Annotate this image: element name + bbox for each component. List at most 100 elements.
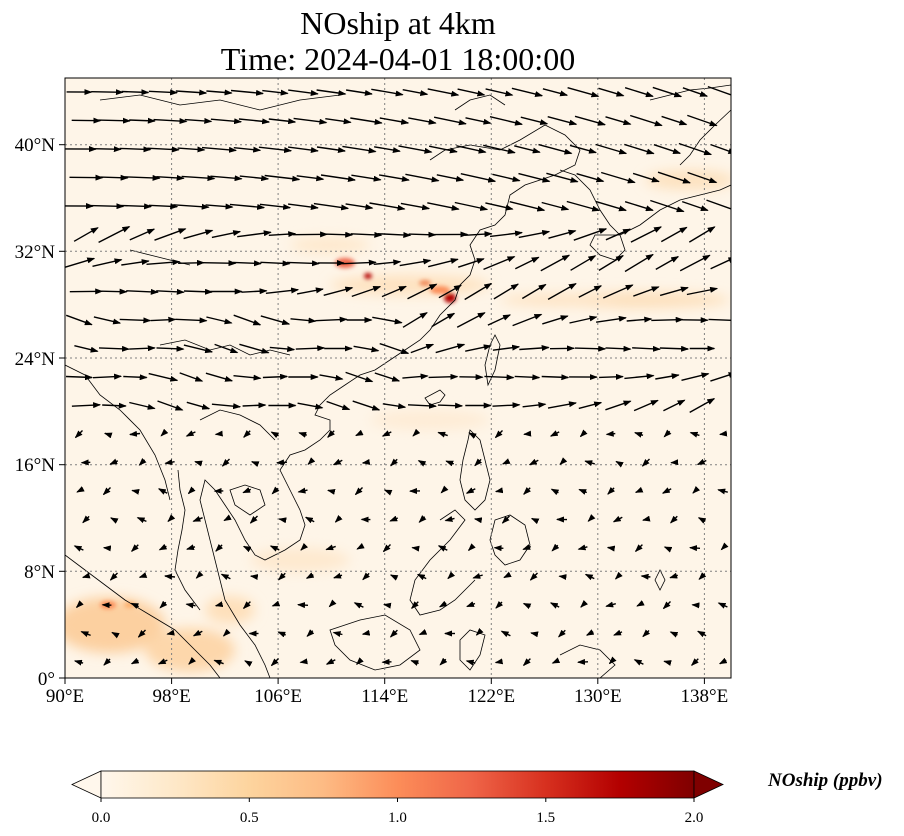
wind-arrow <box>634 544 643 553</box>
wind-arrow <box>249 574 259 580</box>
wind-arrow <box>278 517 287 524</box>
wind-arrow <box>288 146 319 153</box>
wind-arrow <box>634 432 644 438</box>
lat-tick-label: 16°N <box>15 455 56 476</box>
wind-arrow <box>678 142 713 156</box>
wind-arrow <box>130 602 139 609</box>
wind-arrow <box>131 488 140 495</box>
wind-arrow <box>466 601 476 608</box>
wind-arrow <box>655 255 680 271</box>
wind-arrow <box>418 515 427 523</box>
lon-tick-label: 138°E <box>681 686 729 707</box>
wind-arrow <box>607 487 615 495</box>
wind-arrow <box>351 174 382 182</box>
wind-arrow <box>437 545 448 552</box>
wind-arrow <box>332 458 343 466</box>
wind-arrow <box>213 659 224 666</box>
wind-arrow <box>223 514 232 522</box>
wind-arrow <box>512 313 543 327</box>
wind-arrow <box>332 631 343 637</box>
wind-arrow <box>146 259 181 266</box>
wind-arrow <box>202 260 237 267</box>
wind-arrow <box>307 457 316 466</box>
wind-arrow <box>103 657 112 666</box>
wind-arrow <box>410 343 435 354</box>
wind-arrow <box>109 458 119 465</box>
wind-arrow <box>642 629 651 638</box>
wind-arrow <box>356 542 365 550</box>
wind-arrow <box>290 317 317 324</box>
wind-arrow <box>641 458 650 467</box>
wind-arrow <box>210 175 243 182</box>
wind-arrow <box>681 200 709 212</box>
wind-arrow <box>629 114 663 127</box>
wind-arrow <box>160 428 169 437</box>
colorbar-tick-label: 1.0 <box>388 810 407 826</box>
wind-arrow <box>551 657 561 664</box>
wind-arrow <box>157 658 168 665</box>
wind-arrow <box>519 344 550 351</box>
wind-arrow <box>523 487 531 495</box>
wind-arrow <box>354 487 363 496</box>
wind-arrow <box>327 430 335 438</box>
wind-arrow <box>181 175 216 182</box>
wind-arrow <box>323 231 354 238</box>
wind-arrow <box>173 203 210 210</box>
wind-arrow <box>265 287 300 294</box>
wind-arrow <box>447 571 456 580</box>
wind-arrow <box>315 316 348 323</box>
wind-arrow <box>710 143 731 154</box>
wind-arrow <box>467 543 476 552</box>
wind-arrow <box>241 288 268 295</box>
wind-arrow <box>408 117 437 125</box>
wind-arrow <box>164 459 175 466</box>
wind-arrow <box>433 116 467 126</box>
wind-arrow <box>93 316 122 325</box>
wind-arrow <box>530 517 540 525</box>
wind-arrow <box>183 229 214 240</box>
wind-arrow <box>186 544 196 551</box>
wind-arrow <box>389 629 398 638</box>
wind-arrow <box>156 345 185 352</box>
map-time-subtitle: Time: 2024-04-01 18:00:00 <box>220 41 576 77</box>
wind-arrow <box>614 571 623 580</box>
wind-arrow <box>300 542 309 551</box>
lon-tick-label: 130°E <box>574 686 622 707</box>
wind-arrow <box>484 374 515 381</box>
wind-arrow <box>687 114 718 127</box>
wind-arrow <box>454 201 489 211</box>
wind-arrow <box>661 115 688 126</box>
wind-arrow <box>595 143 628 155</box>
wind-arrow <box>681 372 710 381</box>
wind-arrow <box>179 372 204 382</box>
wind-arrow <box>259 203 292 210</box>
wind-arrow <box>188 657 196 665</box>
colorbar-tick-label: 1.5 <box>536 810 555 826</box>
wind-arrow <box>74 345 99 353</box>
wind-arrow <box>350 231 383 238</box>
wind-arrow <box>460 173 497 183</box>
wind-arrow <box>296 175 325 182</box>
wind-arrow <box>129 401 156 410</box>
wind-arrow <box>268 231 297 238</box>
wind-arrow <box>295 345 326 352</box>
wind-arrow <box>542 88 569 97</box>
wind-arrow <box>427 88 460 97</box>
wind-arrow <box>103 432 113 439</box>
wind-arrow <box>492 402 521 409</box>
wind-arrow <box>465 487 476 494</box>
wind-arrow <box>233 146 262 153</box>
wind-arrow <box>326 400 351 411</box>
colorbar-min-extend <box>71 770 102 799</box>
wind-arrow <box>640 573 651 580</box>
wind-arrow <box>438 284 462 299</box>
wind-arrow <box>456 312 486 328</box>
wind-arrow <box>624 143 655 155</box>
wind-arrow <box>655 373 680 380</box>
wind-arrow <box>464 231 493 238</box>
wind-arrow <box>277 631 286 638</box>
wind-arrow <box>298 432 308 438</box>
wind-arrow <box>129 228 156 241</box>
wind-arrow <box>333 572 343 579</box>
wind-arrow <box>124 174 161 181</box>
